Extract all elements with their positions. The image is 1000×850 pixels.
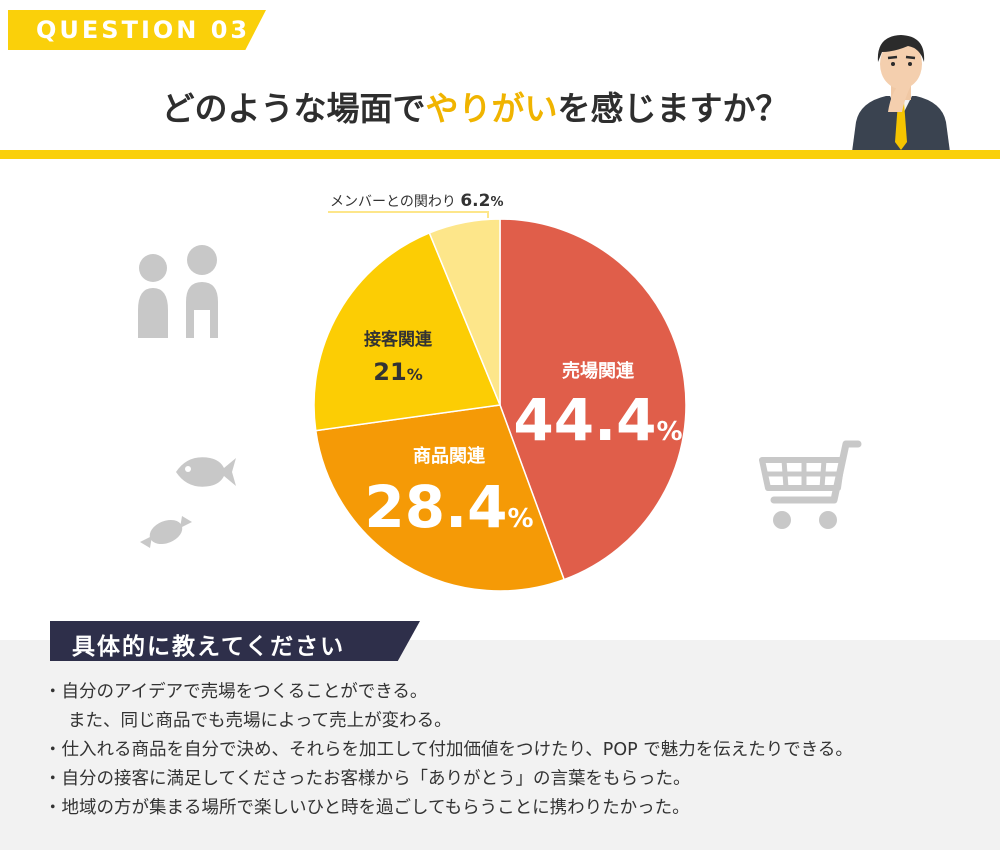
title-part-1: どのような場面で	[161, 89, 426, 128]
bullet: ・	[44, 798, 62, 818]
shopping-cart-icon	[759, 440, 862, 529]
header-divider	[0, 150, 1000, 159]
details-heading-label: 具体的に教えてください	[72, 634, 346, 660]
pie-value-1: 28.4%	[364, 473, 533, 541]
people-icon	[138, 245, 218, 338]
pie-value-0: 44.4%	[513, 386, 682, 454]
pie-value-number-1: 28.4	[364, 473, 507, 541]
pie-label-1: 商品関連	[413, 445, 486, 467]
answer-item: ・仕入れる商品を自分で決め、それらを加工して付加価値をつけたり、POP で魅力を…	[44, 736, 984, 765]
fish-icon	[176, 457, 236, 487]
pie-label-3: メンバーとの関わり	[330, 194, 460, 210]
pie-slice-0	[499, 218, 687, 581]
page-title: どのような場面でやりがいを感じますか？	[110, 82, 840, 130]
pie-value-number-0: 44.4	[513, 386, 656, 454]
question-badge-label: QUESTION 03	[36, 16, 251, 44]
pie-value-unit-2: %	[407, 365, 423, 384]
answer-item: ・自分の接客に満足してくださったお客様から「ありがとう」の言葉をもらった。	[44, 765, 984, 794]
answer-text: 自分のアイデアで売場をつくることができる。	[61, 682, 428, 702]
businessman-illustration	[852, 35, 950, 152]
pie-value-number-2: 21	[373, 358, 406, 386]
answer-text: 地域の方が集まる場所で楽しいひと時を過ごしてもらうことに携わりたかった。	[61, 798, 690, 818]
answer-text: また、同じ商品でも売場によって売上が変わる。	[68, 711, 452, 731]
pie-value-unit-0: %	[657, 417, 683, 447]
pie-label-2: 接客関連	[364, 329, 433, 350]
bullet: ・	[44, 740, 62, 760]
pie-slice-1	[314, 404, 566, 592]
answer-text: 自分の接客に満足してくださったお客様から「ありがとう」の言葉をもらった。	[61, 769, 691, 789]
candy-icon	[140, 516, 192, 548]
pie-value-2: 21%	[373, 358, 422, 386]
title-part-2: を感じますか？	[557, 89, 789, 128]
pie-slice-2	[313, 231, 502, 432]
answer-item: ・自分のアイデアで売場をつくることができる。	[44, 678, 984, 707]
pie-value-3: 6.2	[460, 191, 490, 211]
details-heading: 具体的に教えてください	[50, 621, 420, 661]
answer-item: ・地域の方が集まる場所で楽しいひと時を過ごしてもらうことに携わりたかった。	[44, 794, 984, 823]
bullet: ・	[44, 769, 62, 789]
question-badge: QUESTION 03	[8, 10, 266, 50]
pie-value-unit-3: %	[490, 195, 503, 210]
answer-item: また、同じ商品でも売場によって売上が変わる。	[44, 707, 984, 736]
pie-label-0: 売場関連	[562, 360, 635, 382]
answer-list: ・自分のアイデアで売場をつくることができる。 また、同じ商品でも売場によって売上…	[44, 678, 984, 823]
details-panel	[0, 640, 1000, 850]
answer-text: 仕入れる商品を自分で決め、それらを加工して付加価値をつけたり、POP で魅力を伝…	[61, 740, 853, 760]
callout-line	[328, 211, 489, 218]
pie-callout-label: メンバーとの関わり 6.2%	[330, 191, 503, 211]
pie-slice-3	[428, 218, 501, 406]
title-highlight: やりがい	[425, 89, 558, 128]
pie-value-unit-1: %	[508, 504, 534, 534]
bullet: ・	[44, 682, 62, 702]
